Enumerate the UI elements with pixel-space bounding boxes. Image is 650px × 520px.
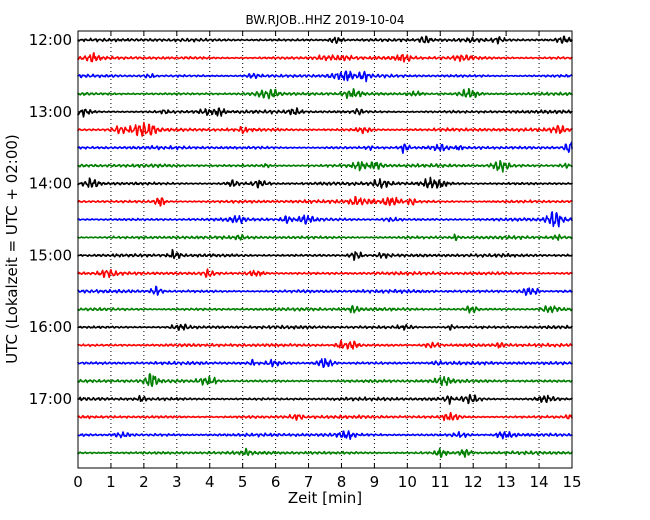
trace-13-30 [77, 141, 573, 154]
trace-12-15 [77, 52, 573, 63]
y-tick-label-14-00: 14:00 [29, 175, 72, 193]
x-tick-label-14: 14 [530, 473, 549, 491]
x-tick-label-4: 4 [205, 473, 215, 491]
y-tick-label-17-00: 17:00 [29, 390, 72, 408]
x-tick-label-10: 10 [398, 473, 417, 491]
trace-16-30 [77, 357, 573, 369]
trace-14-30 [77, 211, 573, 228]
trace-14-15 [77, 195, 573, 207]
x-tick-label-13: 13 [497, 473, 516, 491]
trace-16-00 [77, 323, 573, 331]
x-tick-label-5: 5 [238, 473, 248, 491]
plot-frame [77, 30, 573, 469]
trace-17-45 [77, 447, 573, 458]
x-tick-label-15: 15 [562, 473, 581, 491]
x-tick-label-12: 12 [464, 473, 483, 491]
x-tick-label-1: 1 [106, 473, 116, 491]
y-tick-label-12-00: 12:00 [29, 31, 72, 49]
grid-lines [110, 31, 540, 468]
y-tick-label-15-00: 15:00 [29, 246, 72, 264]
trace-17-15 [77, 411, 573, 422]
trace-14-00 [77, 176, 573, 189]
x-tick-label-6: 6 [271, 473, 281, 491]
y-axis-ticks: 12:00 13:00 14:00 15:00 16:00 17:00 [29, 31, 572, 408]
trace-15-45 [77, 304, 573, 314]
x-tick-label-9: 9 [370, 473, 380, 491]
trace-16-45 [77, 372, 573, 388]
x-tick-label-7: 7 [304, 473, 314, 491]
y-tick-label-16-00: 16:00 [29, 318, 72, 336]
x-tick-label-8: 8 [337, 473, 347, 491]
x-tick-label-2: 2 [139, 473, 149, 491]
trace-16-15 [77, 339, 573, 350]
x-axis-label: Zeit [min] [288, 489, 362, 507]
trace-14-45 [77, 233, 573, 242]
trace-13-00 [77, 107, 573, 118]
x-tick-label-3: 3 [172, 473, 182, 491]
trace-13-45 [77, 159, 573, 173]
trace-17-30 [77, 430, 573, 441]
trace-15-30 [77, 285, 573, 296]
trace-15-00 [77, 248, 573, 262]
trace-12-30 [77, 70, 573, 83]
trace-12-45 [77, 87, 573, 100]
x-tick-label-11: 11 [431, 473, 450, 491]
trace-13-15 [77, 121, 573, 137]
x-axis-ticks: 0 1 2 3 4 5 6 7 8 9 10 11 12 13 14 15 [73, 31, 582, 491]
trace-17-00 [77, 393, 573, 405]
chart-title: BW.RJOB..HHZ 2019-10-04 [245, 13, 404, 27]
x-tick-label-0: 0 [73, 473, 83, 491]
y-axis-label: UTC (Lokalzeit = UTC + 02:00) [3, 134, 21, 364]
trace-15-15 [77, 268, 573, 279]
y-tick-label-13-00: 13:00 [29, 103, 72, 121]
seismic-traces [77, 35, 573, 458]
trace-12-00 [77, 35, 573, 45]
